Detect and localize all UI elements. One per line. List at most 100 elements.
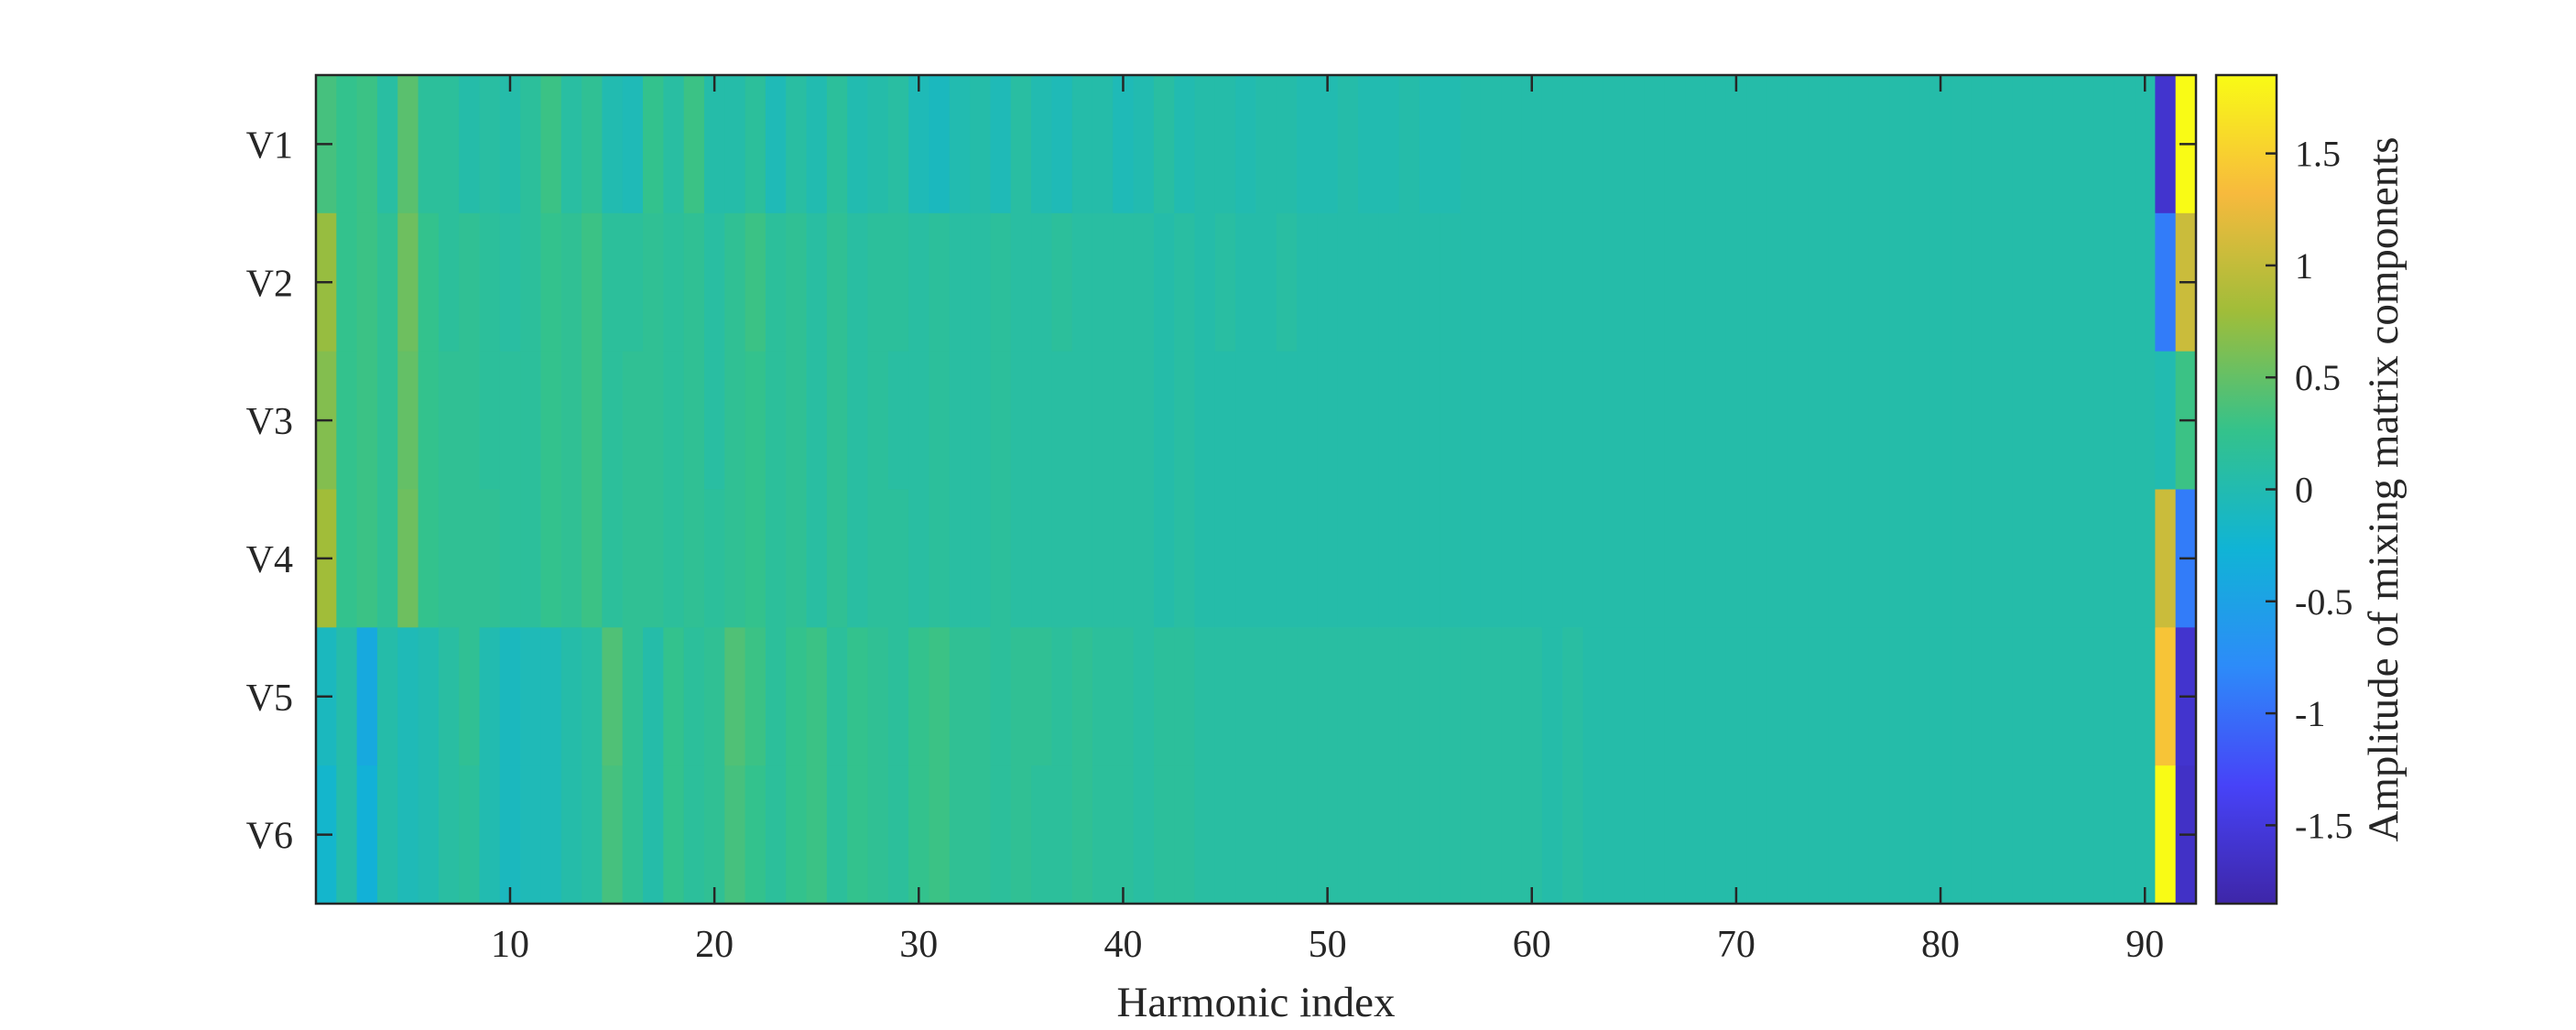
y-axis-ticks: V1 V2 V3 V4 V5 V6 [246,125,2196,858]
heatmap-cell [1378,765,1400,905]
heatmap-cell [1644,75,1666,214]
heatmap-cell [970,351,992,491]
heatmap-cell [1971,627,1993,766]
heatmap-cell [1113,489,1135,628]
heatmap-cell [2155,765,2177,905]
heatmap-cell [1971,75,1993,214]
colorbar-tick-label: -1.5 [2295,805,2353,846]
heatmap-cell [1255,75,1277,214]
heatmap-cell [1398,765,1420,905]
heatmap-cell [1337,75,1359,214]
heatmap-cell [2052,489,2074,628]
heatmap-cell [1828,489,1850,628]
heatmap-cell [1255,489,1277,628]
heatmap-cell [1909,351,1931,491]
heatmap-cell [806,489,828,628]
heatmap-cell [1010,75,1032,214]
heatmap-cell [356,765,378,905]
heatmap-cell [1419,75,1440,214]
heatmap-cell [1951,212,1973,352]
heatmap-cell [582,765,603,905]
x-tick-label: 80 [1921,924,1960,966]
heatmap-cell [1889,489,1911,628]
heatmap-cell [1746,489,1767,628]
heatmap-cell [1194,627,1216,766]
heatmap-cell [1929,489,1951,628]
heatmap-cell [336,765,358,905]
heatmap-cell [459,489,481,628]
heatmap-cell [1582,627,1604,766]
heatmap-cell [867,75,889,214]
heatmap-cell [1582,765,1604,905]
heatmap-cell [418,75,440,214]
heatmap-cell [908,212,930,352]
heatmap-cell [560,351,582,491]
heatmap-cell [683,627,705,766]
heatmap-cell [683,765,705,905]
heatmap-cell [2012,351,2034,491]
heatmap-cell [2032,765,2054,905]
heatmap-cell [479,765,501,905]
heatmap-cell [745,489,766,628]
colorbar-tick-label: 1.5 [2295,134,2341,175]
heatmap-cell [1317,351,1339,491]
heatmap-cell [1521,627,1543,766]
heatmap-cell [887,351,909,491]
heatmap-cell [1562,627,1584,766]
heatmap-cell [1889,75,1911,214]
heatmap-cell [622,351,644,491]
heatmap-cell [1808,351,1829,491]
heatmap-cell [826,75,848,214]
heatmap-cell [1664,351,1686,491]
heatmap-cell [1685,627,1707,766]
heatmap-cell [663,489,685,628]
heatmap-cell [1991,75,2013,214]
heatmap-cell [2032,489,2054,628]
heatmap-cell [1746,627,1767,766]
heatmap-cell [1501,351,1523,491]
heatmap-cell [1705,212,1727,352]
heatmap-cell [1153,765,1175,905]
heatmap-cell [929,627,951,766]
heatmap-cell [806,351,828,491]
colorbar-tick-label: -0.5 [2295,581,2353,623]
heatmap-cell [1929,212,1951,352]
heatmap-cell [1541,627,1563,766]
heatmap-cell [1214,351,1236,491]
heatmap-cell [2114,627,2136,766]
heatmap-cell [1685,765,1707,905]
x-tick-label: 50 [1309,924,1347,966]
heatmap-cell [1194,351,1216,491]
heatmap-cell [1725,351,1747,491]
heatmap-cell [1255,212,1277,352]
heatmap-cell [786,351,808,491]
heatmap-cell [1501,627,1523,766]
heatmap-cell [908,765,930,905]
heatmap-cell [479,489,501,628]
heatmap-cell [1337,627,1359,766]
heatmap-cell [1603,212,1625,352]
heatmap-cell [1194,75,1216,214]
colorbar-tick-label: -1 [2295,693,2325,734]
heatmap-cell [1235,75,1257,214]
heatmap-cell [1991,489,2013,628]
heatmap-cell [1603,489,1625,628]
heatmap-cell [826,489,848,628]
heatmap-cell [1664,489,1686,628]
heatmap-cell [786,627,808,766]
heatmap-cell [1419,627,1440,766]
heatmap-cell [1133,765,1155,905]
heatmap-cell [990,765,1012,905]
y-tick-label: V1 [246,125,293,167]
heatmap-cell [1664,212,1686,352]
heatmap-cell [1358,765,1379,905]
heatmap-cell [1766,351,1788,491]
heatmap-cell [1031,627,1052,766]
heatmap-cell [2012,627,2034,766]
heatmap-cell [520,75,542,214]
heatmap-cell [479,212,501,352]
heatmap-cell [970,627,992,766]
heatmap-cell [663,351,685,491]
heatmap-cell [1501,75,1523,214]
heatmap-cell [1787,627,1809,766]
